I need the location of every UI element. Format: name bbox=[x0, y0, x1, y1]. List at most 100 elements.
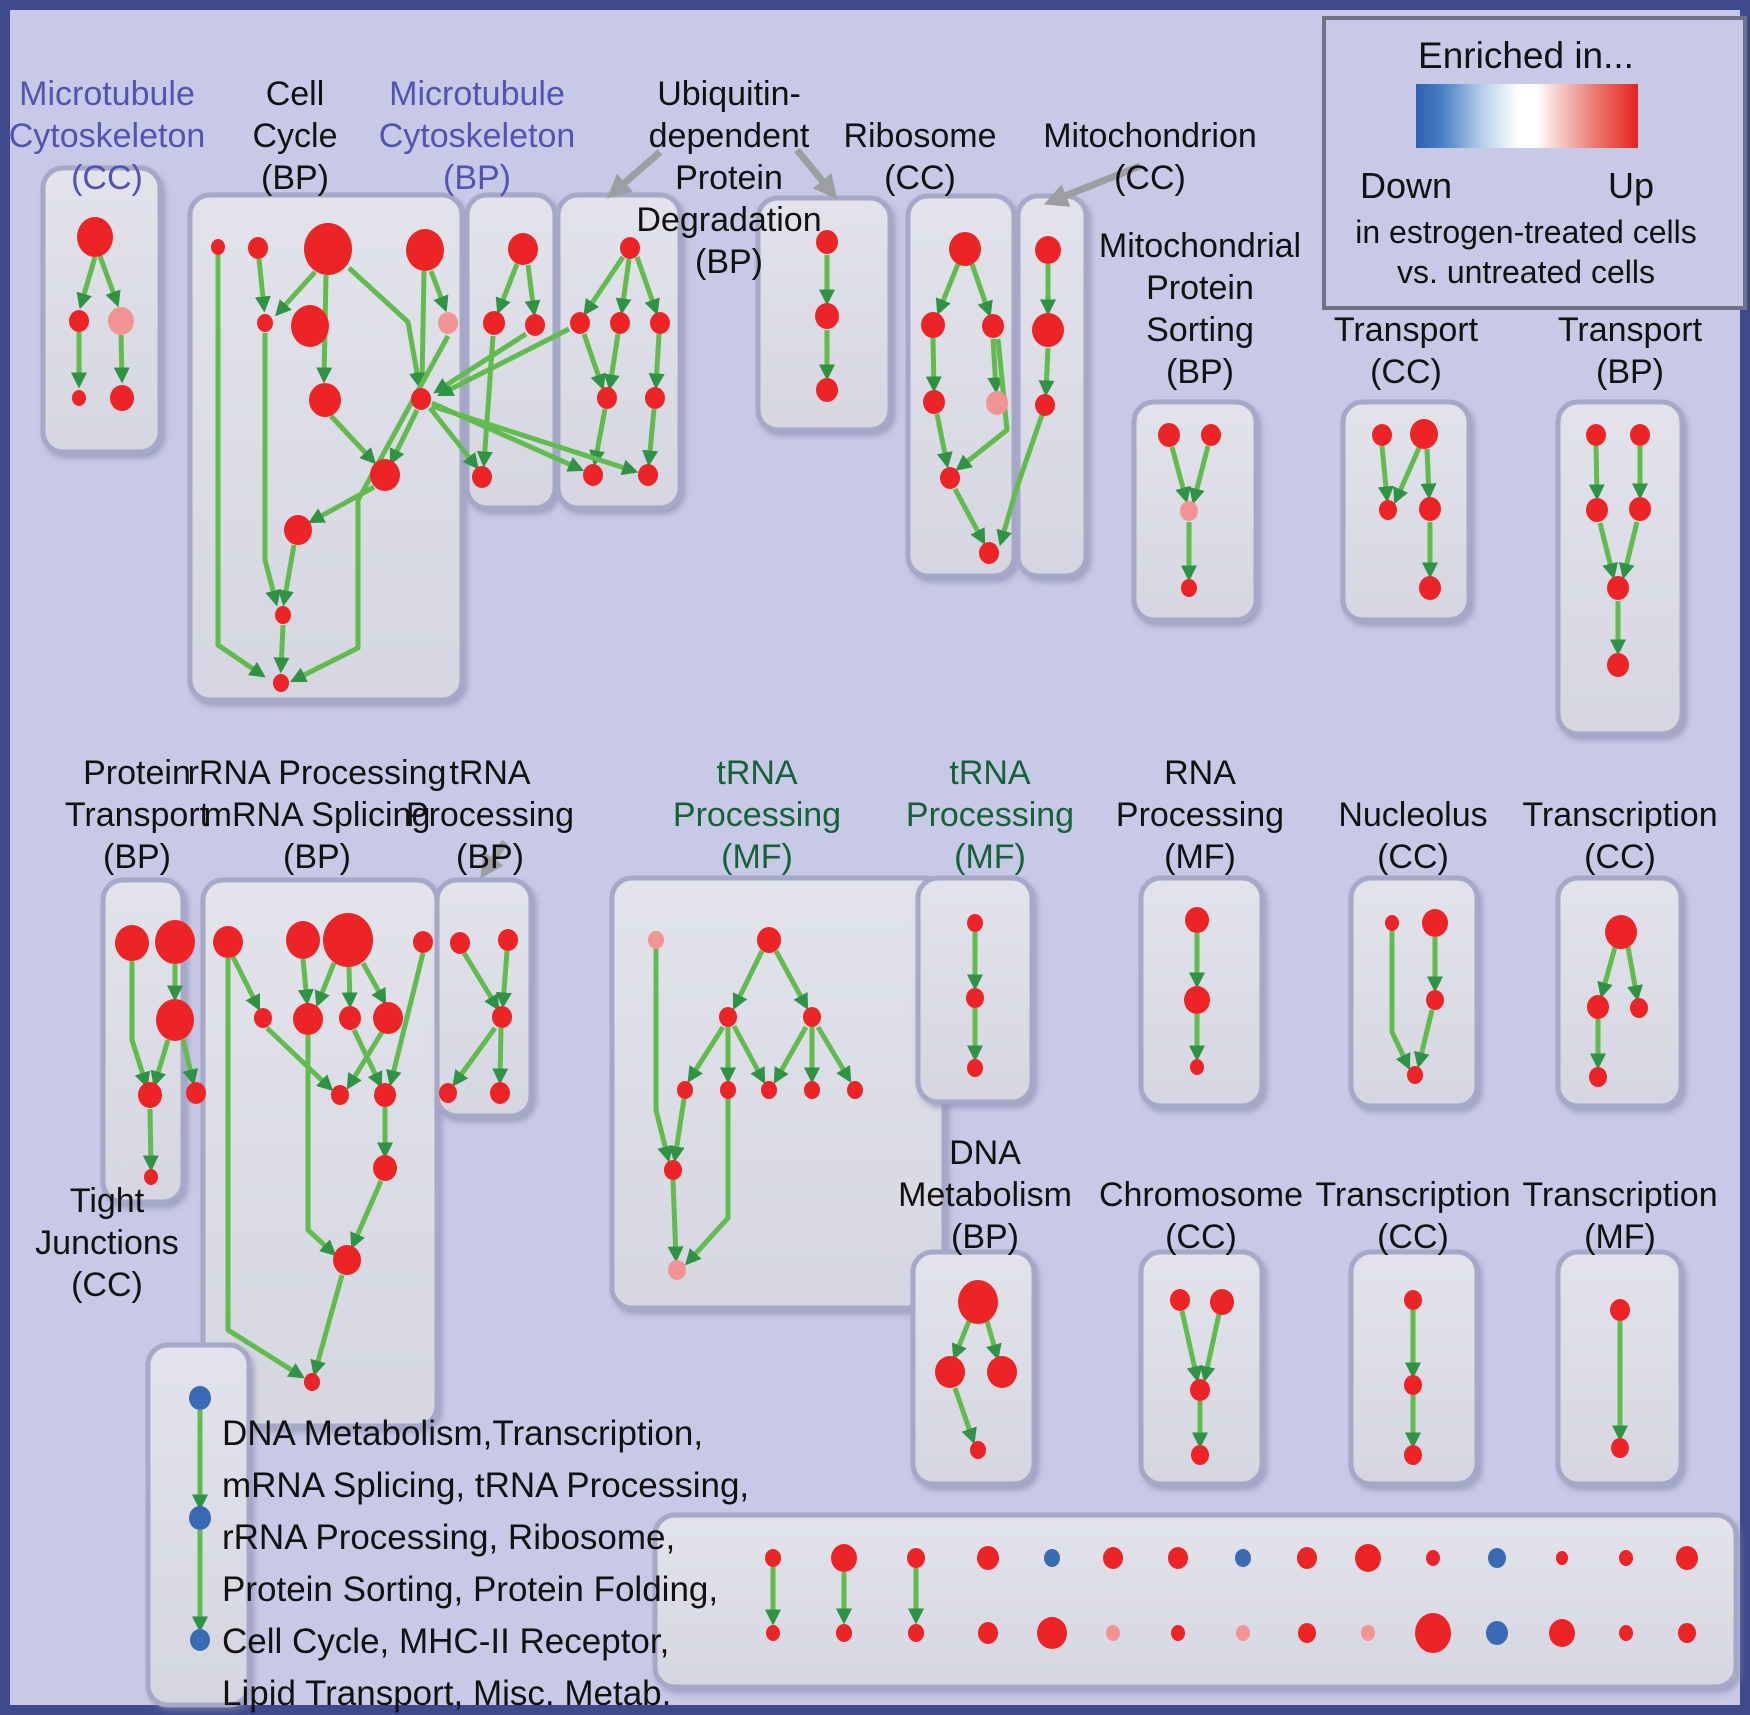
node-ribosome-0 bbox=[949, 232, 981, 266]
node-ribosome-6 bbox=[979, 542, 999, 564]
node-misc-metab-28 bbox=[1619, 1625, 1633, 1641]
node-rrna-processing-2 bbox=[323, 913, 373, 967]
edge-cell-cycle-11 bbox=[308, 484, 376, 524]
edge-rrna-processing-2 bbox=[297, 958, 314, 1006]
edge-protein-transport-0 bbox=[129, 961, 151, 1089]
node-chromosome-1 bbox=[1210, 1289, 1234, 1315]
node-trna-processing-mf-1-7 bbox=[804, 1081, 820, 1099]
edge-rrna-processing-1 bbox=[225, 958, 305, 1379]
node-trna-processing-mf-1-10 bbox=[668, 1260, 686, 1280]
label-nuclear-transport-line-2: (CC) bbox=[1370, 353, 1442, 391]
label-mito-sorting-line-0: Mitochondrial bbox=[1099, 227, 1301, 265]
label-trna-mf-2-line-2: (MF) bbox=[954, 838, 1026, 876]
edge-trna-processing-mf-1-10 bbox=[667, 1179, 684, 1263]
legend-title: Enriched in... bbox=[1418, 35, 1634, 76]
node-cell-cycle-0 bbox=[211, 239, 225, 255]
node-mitochondrion-2 bbox=[1035, 394, 1055, 416]
legend-down-label: Down bbox=[1360, 165, 1452, 206]
node-misc-metab-2 bbox=[907, 1548, 925, 1568]
label-rna-processing-mf-line-0: RNA bbox=[1164, 754, 1236, 792]
node-trna-processing-bp-1 bbox=[498, 929, 518, 951]
label-rna-transport-line-2: (BP) bbox=[1596, 353, 1664, 391]
node-cell-cycle-4 bbox=[257, 314, 273, 332]
node-rna-processing-mf-0 bbox=[1185, 907, 1209, 933]
edge-trna-processing-mf-1-5 bbox=[773, 1025, 809, 1084]
edge-rrna-processing-0 bbox=[230, 955, 261, 1012]
label-ubiquitin-line-2: Protein bbox=[675, 159, 783, 197]
node-trna-processing-bp-4 bbox=[490, 1082, 510, 1104]
edge-ribosome-3 bbox=[987, 338, 1004, 394]
label-misc-list-line-1: mRNA Splicing, tRNA Processing, bbox=[222, 1466, 749, 1505]
label-ribosome-line-1: (CC) bbox=[884, 159, 956, 197]
node-misc-metab-24 bbox=[1361, 1625, 1375, 1641]
node-transcription-cc-2-2 bbox=[1404, 1445, 1422, 1465]
node-misc-metab-10 bbox=[1426, 1550, 1440, 1566]
node-rna-transport-0 bbox=[1586, 424, 1606, 446]
node-trna-processing-mf-2-2 bbox=[967, 1059, 983, 1077]
label-microtubule-bp-line-0: Microtubule bbox=[389, 75, 565, 113]
label-chromosome-line-1: (CC) bbox=[1165, 1218, 1237, 1256]
label-cell-cycle-line-0: Cell bbox=[266, 75, 325, 113]
node-cell-cycle-7 bbox=[309, 383, 341, 417]
node-rrna-processing-10 bbox=[373, 1155, 397, 1181]
edge-trna-processing-mf-1-0 bbox=[732, 949, 765, 1011]
node-rna-transport-1 bbox=[1630, 424, 1650, 446]
label-nuclear-transport-line-1: Transport bbox=[1334, 311, 1479, 349]
node-microtubule-bp-0 bbox=[508, 233, 538, 265]
callout-arrow-2 bbox=[1043, 162, 1142, 207]
node-cell-cycle-11 bbox=[275, 606, 291, 624]
edge-cell-cycle-0 bbox=[215, 255, 266, 678]
node-mito-protein-sorting-2 bbox=[1180, 501, 1198, 521]
node-protein-transport-0 bbox=[115, 925, 149, 961]
edge-trna-processing-bp-0 bbox=[461, 951, 500, 1011]
node-ubiquitin-a-7 bbox=[638, 464, 658, 486]
node-protein-transport-4 bbox=[186, 1082, 206, 1104]
node-trna-processing-mf-1-2 bbox=[719, 1007, 737, 1027]
node-nuclear-transport-1 bbox=[1410, 419, 1438, 449]
label-trna-mf-2-line-0: tRNA bbox=[949, 754, 1031, 792]
node-transcription-mf-0 bbox=[1610, 1299, 1630, 1321]
edge-rna-transport-3 bbox=[1618, 521, 1640, 580]
node-trna-processing-mf-1-8 bbox=[847, 1081, 863, 1099]
node-misc-metab-13 bbox=[1619, 1550, 1633, 1566]
node-misc-metab-22 bbox=[1236, 1625, 1250, 1641]
node-tight-junctions-0 bbox=[189, 1386, 211, 1410]
label-microtubule-bp-line-2: (BP) bbox=[443, 159, 511, 197]
edge-trna-processing-mf-1-2 bbox=[687, 1025, 726, 1083]
label-misc-list-line-0: DNA Metabolism,Transcription, bbox=[222, 1414, 703, 1453]
edge-nuclear-transport-1 bbox=[1393, 446, 1422, 505]
label-nucleolus-line-0: Nucleolus bbox=[1338, 796, 1487, 834]
node-rrna-processing-8 bbox=[331, 1085, 349, 1105]
label-trna-mf-1-line-1: Processing bbox=[673, 796, 841, 834]
label-chromosome-line-0: Chromosome bbox=[1099, 1176, 1303, 1214]
edge-rrna-processing-5 bbox=[360, 961, 387, 1005]
label-microtubule-cc-line-1: Cytoskeleton bbox=[9, 117, 206, 155]
node-dna-metabolism-2 bbox=[987, 1356, 1017, 1388]
label-microtubule-cc-line-2: (CC) bbox=[71, 159, 143, 197]
edge-protein-transport-3 bbox=[180, 1039, 199, 1086]
edge-mito-protein-sorting-0 bbox=[1169, 446, 1191, 504]
node-misc-metab-7 bbox=[1235, 1549, 1251, 1567]
node-misc-metab-11 bbox=[1488, 1548, 1506, 1568]
node-ribosome-3 bbox=[923, 390, 945, 414]
node-cell-cycle-10 bbox=[284, 515, 312, 545]
cross-edge-1 bbox=[433, 331, 528, 394]
node-misc-metab-8 bbox=[1297, 1547, 1317, 1569]
node-nuclear-transport-4 bbox=[1419, 576, 1441, 600]
node-trna-processing-mf-2-0 bbox=[967, 914, 983, 932]
cluster-box-microtubule-cc bbox=[40, 165, 163, 455]
edge-chromosome-1 bbox=[1199, 1313, 1222, 1383]
label-misc-list-line-4: Cell Cycle, MHC-II Receptor, bbox=[222, 1622, 669, 1661]
node-nuclear-transport-2 bbox=[1379, 500, 1397, 520]
node-mitochondrion-1 bbox=[1032, 313, 1064, 347]
node-misc-metab-15 bbox=[766, 1625, 780, 1641]
label-misc-list-line-3: Protein Sorting, Protein Folding, bbox=[222, 1570, 718, 1609]
edge-rrna-processing-7 bbox=[265, 1026, 334, 1092]
node-rna-transport-5 bbox=[1607, 653, 1629, 677]
label-trna-bp-line-2: (BP) bbox=[456, 838, 524, 876]
node-trna-processing-mf-1-3 bbox=[803, 1007, 821, 1027]
label-trna-mf-1-line-0: tRNA bbox=[716, 754, 798, 792]
node-ubiquitin-a-4 bbox=[597, 387, 617, 409]
edge-ubiquitin-a-7 bbox=[642, 408, 659, 467]
